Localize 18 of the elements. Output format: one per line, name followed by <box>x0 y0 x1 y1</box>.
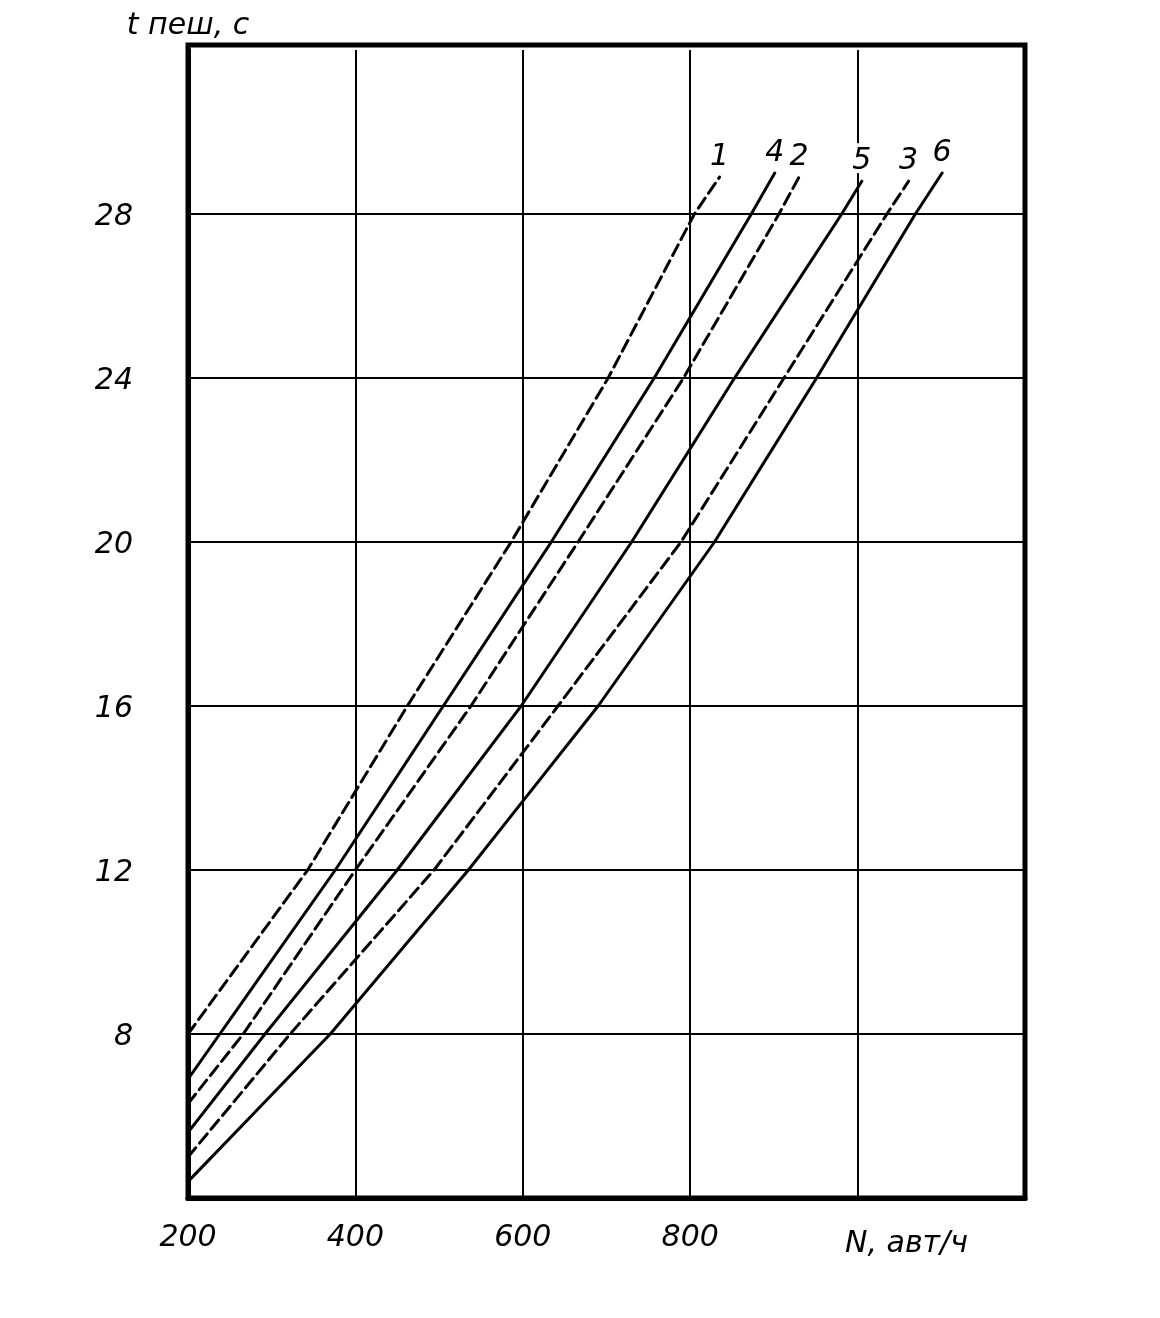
x-axis-title: N, авт/ч <box>845 1223 968 1259</box>
x-tick-label: 400 <box>326 1217 385 1253</box>
x-tick-label: 200 <box>159 1217 217 1253</box>
series-label: 1 <box>709 136 730 172</box>
series-label: 3 <box>899 140 919 176</box>
x-tick-label: 600 <box>494 1217 552 1253</box>
y-tick-label: 24 <box>94 360 133 396</box>
y-tick-label: 20 <box>94 524 133 560</box>
y-tick-label: 8 <box>113 1016 133 1052</box>
y-tick-label: 28 <box>94 196 133 232</box>
x-tick-label: 800 <box>661 1217 719 1253</box>
series-label: 2 <box>789 136 809 172</box>
y-axis-title: t пеш, с <box>126 5 250 41</box>
series-label: 4 <box>765 132 785 168</box>
series-label: 5 <box>852 140 872 176</box>
y-tick-label: 16 <box>94 688 133 724</box>
y-tick-label: 12 <box>94 852 133 888</box>
series-label: 6 <box>932 132 952 168</box>
